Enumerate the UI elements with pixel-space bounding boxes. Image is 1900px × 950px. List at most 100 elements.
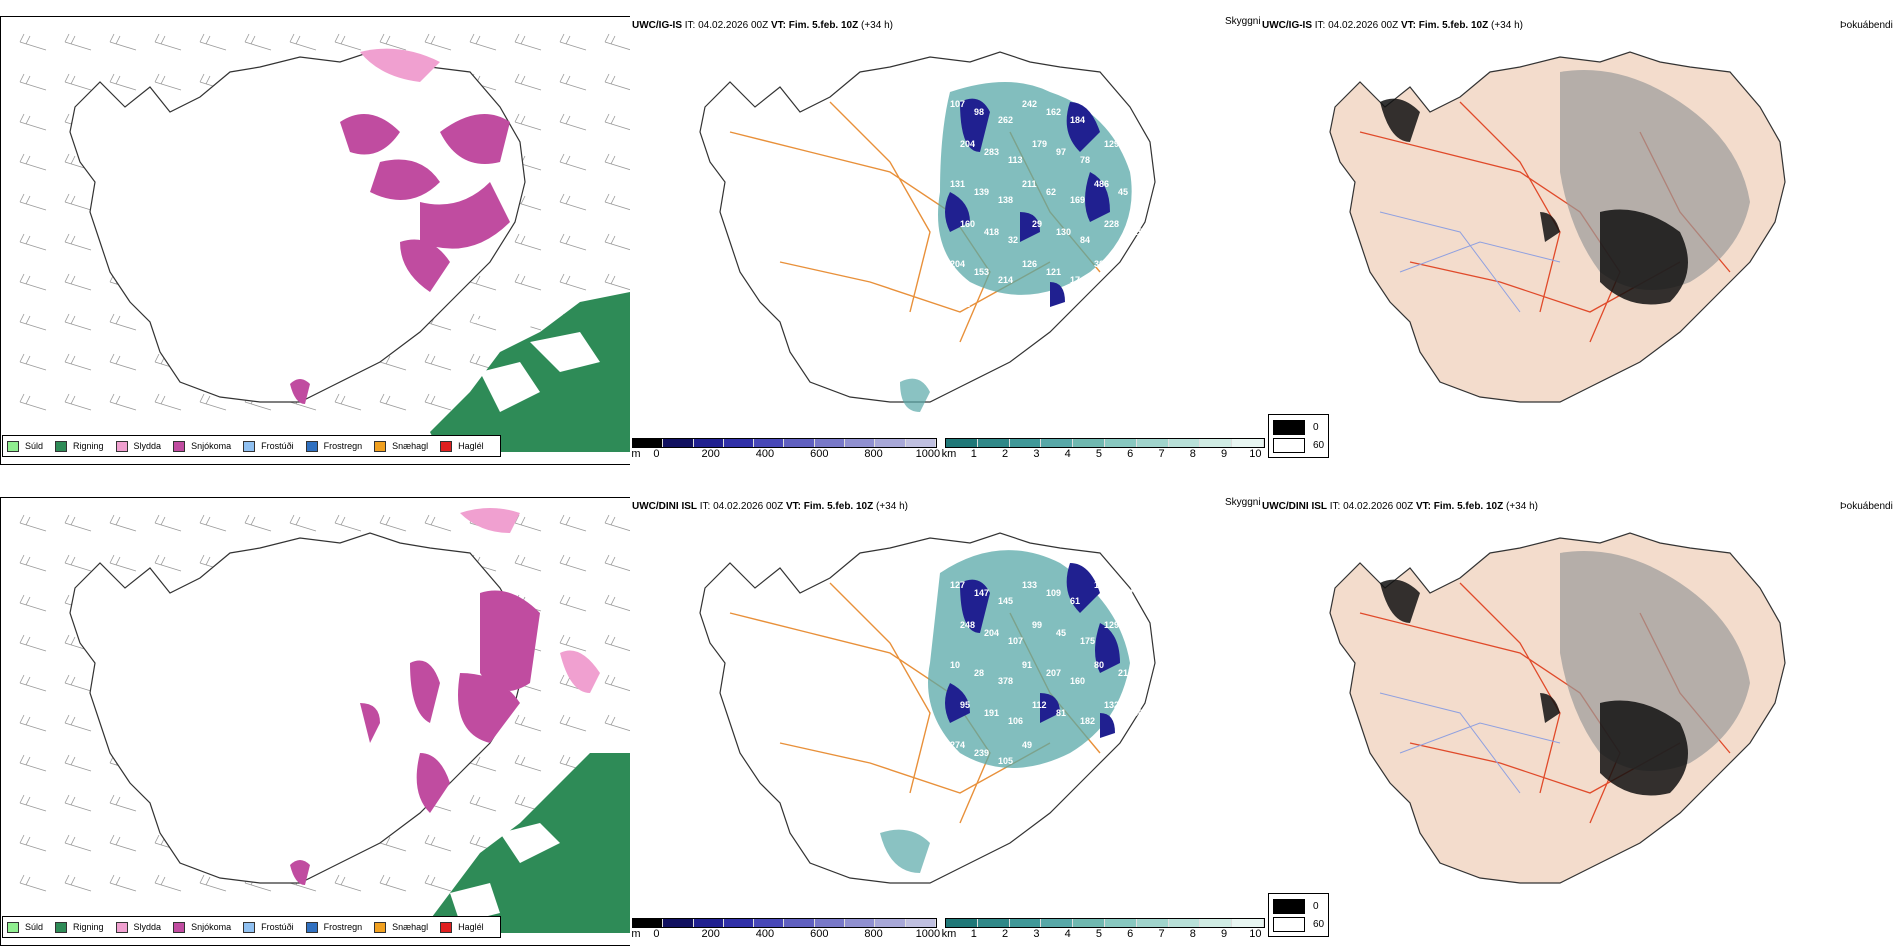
visibility-label: 105 — [998, 756, 1013, 766]
legend-swatch — [305, 440, 318, 452]
visibility-label: 80 — [1094, 660, 1104, 670]
colorbar-unit: m — [631, 448, 641, 460]
visibility-label: 49 — [1022, 740, 1032, 750]
visibility-label: 214 — [998, 275, 1013, 285]
legend-item: Frostúði — [243, 921, 294, 933]
colorbar-tick: 200 — [701, 928, 720, 940]
visibility-label: 30 — [1094, 259, 1104, 269]
visibility-map: 107 98 262 242 162 184 70 77 204 283 113 179 97 78 129… — [699, 51, 1156, 412]
visibility-label: 109 — [1046, 588, 1061, 598]
visibility-km-colorbar: km 1 2 3 4 5 6 7 8 9 10 — [942, 918, 1265, 942]
colorbar-segment — [946, 919, 978, 927]
colorbar-tick: 1000 — [915, 448, 941, 460]
colorbar-tick: 4 — [1064, 448, 1071, 460]
colorbar-segment — [1232, 919, 1264, 927]
visibility-m-colorbar: m 0 200 400 600 800 1000 — [631, 918, 941, 942]
visibility-label: 242 — [1022, 99, 1037, 109]
visibility-label: 113 — [1008, 155, 1023, 165]
legend-swatch — [173, 440, 186, 452]
visibility-label: 107 — [1008, 636, 1023, 646]
visibility-label: 130 — [1056, 227, 1071, 237]
visibility-label: 239 — [974, 748, 989, 758]
legend-label: Snjókoma — [191, 922, 232, 932]
colorbar-unit: m — [631, 928, 641, 940]
panel-header: UWC/IG-IS IT: 04.02.2026 00Z VT: Fim. 5.… — [1262, 20, 1523, 31]
colorbar-tick: 3 — [1033, 928, 1040, 940]
legend-swatch — [374, 440, 387, 452]
fog-map — [1329, 532, 1786, 884]
visibility-label: 70 — [1094, 99, 1104, 109]
panel-precip-type-bottom: UWC/DINI ISL IT: 04.02.2026 00Z VT: Fim.… — [0, 493, 630, 948]
colorbar-segment — [663, 919, 694, 927]
colorbar-unit: km — [941, 448, 957, 460]
visibility-map: 127 147 145 133 109 61 121 172 248 204 107 99 45 175 1… — [699, 532, 1156, 884]
visibility-label: 129 — [1104, 620, 1119, 630]
visibility-label: 147 — [974, 588, 989, 598]
legend-item: Rigning — [55, 440, 104, 452]
legend-item: Frostregn — [305, 921, 363, 933]
visibility-label: 228 — [1104, 219, 1119, 229]
legend-item: Frostregn — [305, 440, 362, 452]
colorbar-segment — [814, 919, 846, 927]
panel-title: Þokuábendi — [1840, 501, 1893, 512]
colorbar-segment — [946, 439, 978, 447]
visibility-label: 78 — [1080, 155, 1090, 165]
legend-swatch — [374, 921, 387, 933]
colorbar-tick: 7 — [1158, 928, 1165, 940]
colorbar-segment — [1136, 439, 1169, 447]
visibility-label: 160 — [1070, 676, 1085, 686]
panel-visibility-top: UWC/IG-IS IT: 04.02.2026 00Z VT: Fim. 5.… — [630, 12, 1261, 467]
legend-label: Súld — [25, 922, 44, 932]
fog-legend: 0 60 — [1268, 414, 1330, 458]
visibility-label: 45 — [1118, 187, 1128, 197]
visibility-label: 127 — [950, 580, 965, 590]
colorbar-tick: 0 — [653, 928, 660, 940]
legend-label: Frostregn — [323, 922, 363, 932]
colorbar-segment — [1073, 919, 1105, 927]
visibility-km-colorbar: km 1 2 3 4 5 6 7 8 9 10 — [941, 438, 1265, 462]
visibility-label: 182 — [1080, 716, 1095, 726]
visibility-label: 215 — [1118, 668, 1133, 678]
colorbar-segment — [845, 919, 876, 927]
visibility-label: 77 — [1118, 107, 1128, 117]
legend-swatch — [115, 921, 128, 933]
colorbar-segment — [1168, 919, 1201, 927]
colorbar-segment — [723, 919, 755, 927]
colorbar-segment — [1041, 919, 1074, 927]
colorbar-segment — [784, 919, 815, 927]
legend-label: Frostúði — [261, 922, 294, 932]
visibility-label: 138 — [998, 195, 1013, 205]
legend-item: Súld — [7, 921, 44, 933]
colorbar-tick: 5 — [1095, 928, 1103, 940]
visibility-label: 62 — [1118, 267, 1128, 277]
colorbar-tick: 1000 — [915, 928, 941, 940]
colorbar-segment — [875, 919, 906, 927]
visibility-label: 28 — [974, 668, 984, 678]
colorbar-segment — [693, 919, 724, 927]
colorbar-tick: 400 — [755, 448, 775, 460]
legend-item: Haglél — [440, 921, 484, 933]
panel-title: Skyggni — [1225, 16, 1261, 27]
colorbar-segment — [977, 439, 1010, 447]
visibility-label: 81 — [1056, 708, 1066, 718]
colorbar-segment — [1168, 439, 1201, 447]
colorbar-segment — [1200, 919, 1233, 927]
legend-label: Frostúði — [261, 441, 294, 451]
visibility-label: 211 — [1022, 179, 1037, 189]
legend-label: Snæhagl — [392, 441, 429, 451]
visibility-label: 204 — [950, 259, 965, 269]
panel-fog-bottom: UWC/DINI ISL IT: 04.02.2026 00Z VT: Fim.… — [1260, 493, 1900, 948]
colorbar-tick: 8 — [1189, 928, 1196, 940]
colorbar-segment — [845, 439, 876, 447]
legend-item: Snjókoma — [173, 921, 232, 933]
colorbar-segment — [905, 919, 936, 927]
legend-swatch — [440, 921, 453, 933]
visibility-label: 99 — [1032, 620, 1042, 630]
visibility-label: 179 — [1032, 139, 1047, 149]
visibility-label: 95 — [960, 700, 970, 710]
visibility-label: 29 — [1032, 219, 1042, 229]
visibility-label: 91 — [1022, 660, 1032, 670]
colorbar-tick: 4 — [1064, 928, 1071, 940]
visibility-label: 169 — [1070, 195, 1085, 205]
colorbar-segment — [633, 439, 664, 447]
